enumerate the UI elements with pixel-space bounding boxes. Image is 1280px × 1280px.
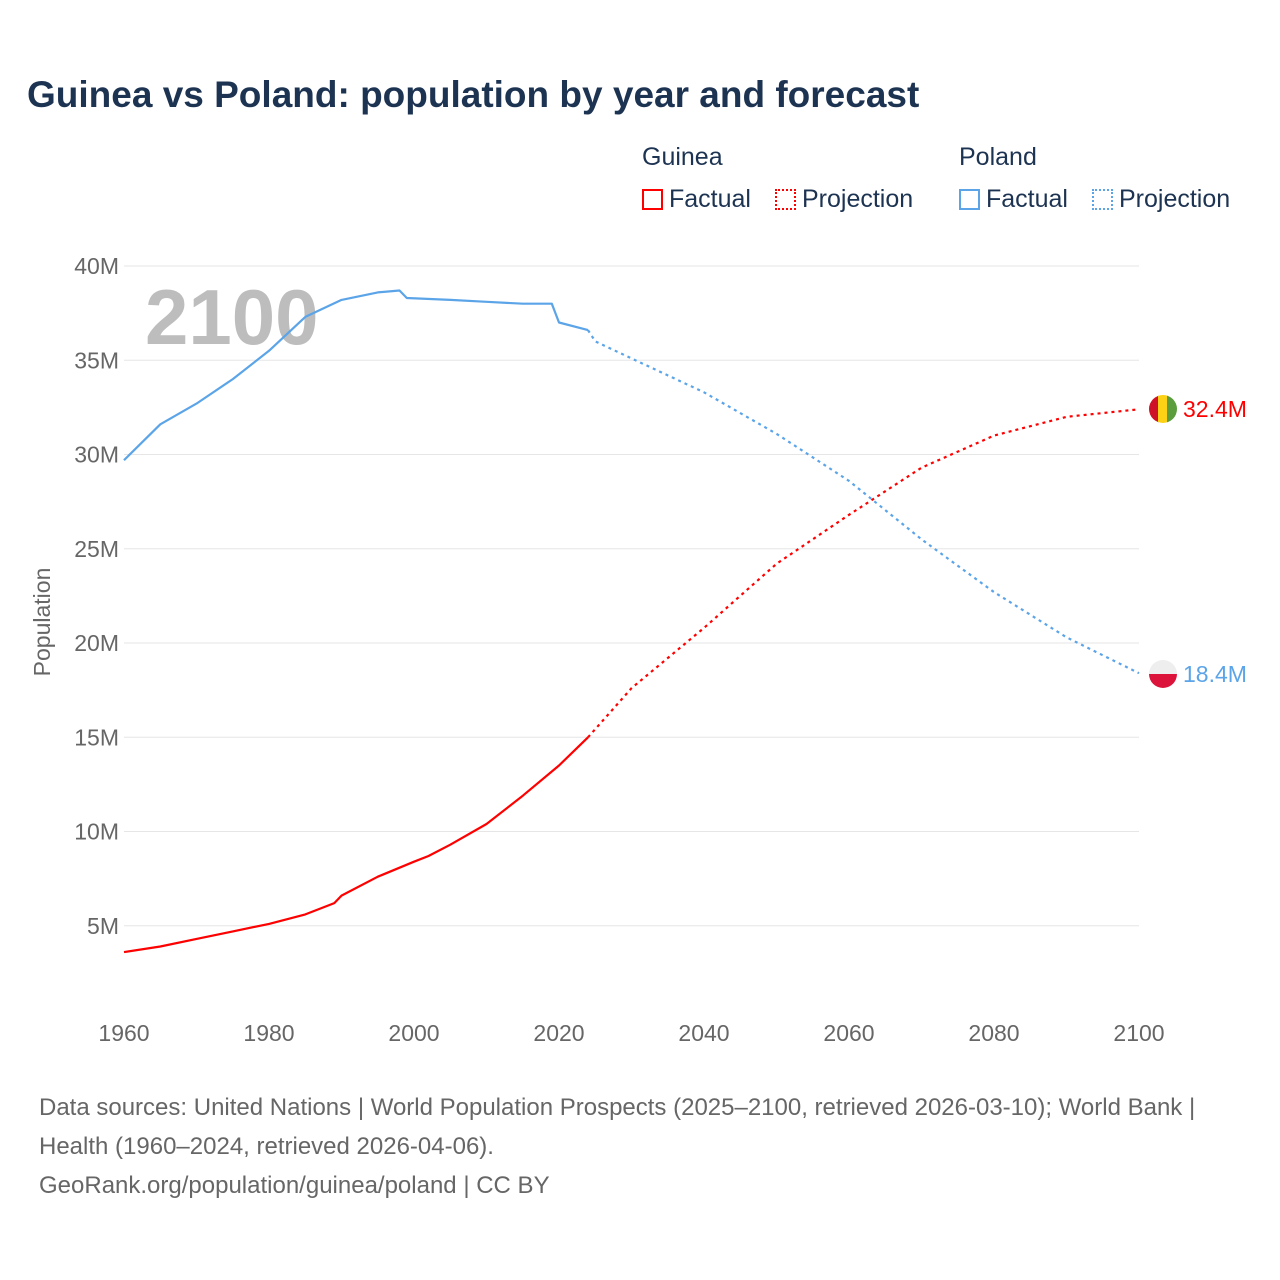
legend-poland-projection[interactable]: Projection — [1092, 185, 1230, 214]
legend-label: Projection — [802, 185, 914, 213]
year-watermark: 2100 — [145, 273, 319, 361]
legend-swatch-dotted — [775, 189, 796, 210]
x-tick-label: 2040 — [678, 1020, 729, 1046]
y-axis-label: Population — [29, 568, 55, 677]
legend-guinea-factual[interactable]: Factual — [642, 185, 751, 214]
legend-group-poland: Poland — [959, 143, 1037, 171]
source-link[interactable]: GeoRank.org/population/guinea/poland | C… — [39, 1172, 550, 1199]
guinea-end-label: 32.4M — [1183, 396, 1247, 422]
guinea-factual-line — [123, 736, 589, 954]
legend-swatch-solid — [642, 189, 663, 210]
x-tick-label: 2080 — [968, 1020, 1019, 1046]
legend-poland-factual[interactable]: Factual — [959, 185, 1068, 214]
legend-label: Projection — [1119, 185, 1231, 213]
x-tick-label: 2060 — [823, 1020, 874, 1046]
legend-label: Factual — [669, 185, 751, 213]
y-tick-label: 25M — [74, 536, 119, 562]
x-tick-label: 1960 — [98, 1020, 149, 1046]
poland-end-label: 18.4M — [1183, 661, 1247, 687]
legend-label: Factual — [986, 185, 1068, 213]
chart-title: Guinea vs Poland: population by year and… — [27, 74, 920, 115]
plot-area: 2100 5M 10M 15M 20M 25M 30M 35M 40M 1960 1980 200… — [29, 253, 1247, 1046]
guinea-projection-line — [587, 408, 1140, 739]
legend-guinea-projection[interactable]: Projection — [775, 185, 913, 214]
y-tick-label: 40M — [74, 253, 119, 279]
x-tick-label: 2100 — [1113, 1020, 1164, 1046]
guinea-flag-icon — [1149, 395, 1177, 423]
y-tick-label: 30M — [74, 442, 119, 468]
y-tick-label: 15M — [74, 724, 119, 750]
x-tick-label: 2020 — [533, 1020, 584, 1046]
poland-projection-line — [587, 329, 1140, 675]
poland-factual-line — [123, 289, 589, 461]
y-tick-label: 10M — [74, 819, 119, 845]
poland-flag-icon — [1149, 660, 1177, 688]
y-tick-label: 20M — [74, 630, 119, 656]
y-tick-label: 35M — [74, 347, 119, 373]
x-tick-label: 2000 — [388, 1020, 439, 1046]
legend-swatch-solid — [959, 189, 980, 210]
legend-swatch-dotted — [1092, 189, 1113, 210]
y-tick-label: 5M — [87, 913, 119, 939]
data-sources-text: Data sources: United Nations | World Pop… — [39, 1094, 1196, 1160]
x-tick-label: 1980 — [243, 1020, 294, 1046]
legend-group-guinea: Guinea — [642, 143, 723, 171]
source-note: Data sources: United Nations | World Pop… — [39, 1088, 1239, 1205]
